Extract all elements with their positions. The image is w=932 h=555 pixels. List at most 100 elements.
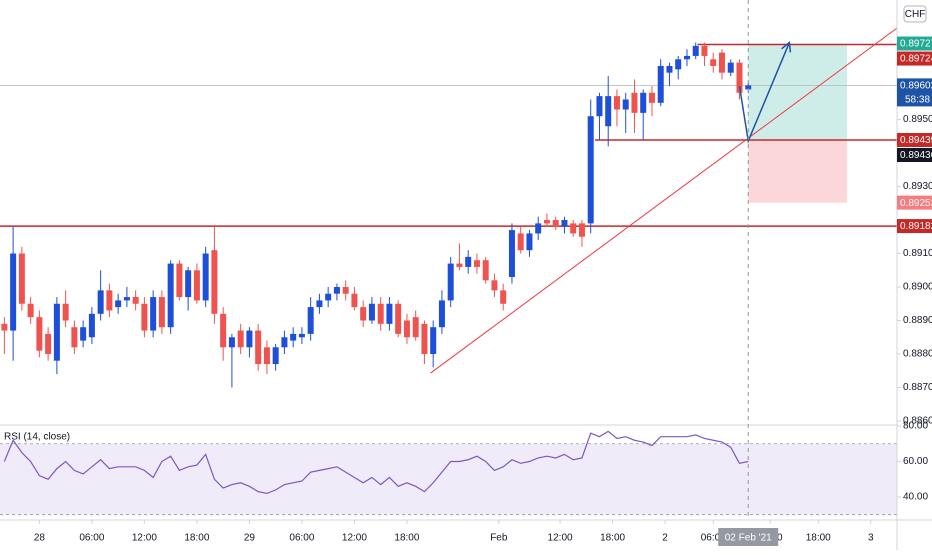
x-tick-label: 3 <box>868 533 874 544</box>
candle-body <box>27 303 34 318</box>
candle-body <box>675 59 682 70</box>
stop-zone <box>748 140 848 203</box>
price-label-box <box>897 51 932 66</box>
price-label: 0.89436 <box>900 150 932 161</box>
currency: CHF <box>905 9 926 20</box>
candle-body <box>246 330 253 348</box>
candle-body <box>150 297 157 331</box>
plot <box>0 27 898 516</box>
candle-body <box>193 270 200 301</box>
candle-body <box>132 297 139 304</box>
x-tick-label: 12:00 <box>342 533 367 544</box>
price-label-box <box>897 132 932 147</box>
rsi-tick-label: 80.00 <box>903 421 928 432</box>
rsi-title: RSI (14, close) <box>4 432 70 443</box>
candle-body <box>745 85 752 90</box>
candle-body <box>263 347 270 365</box>
candle-body <box>158 297 165 328</box>
candle-body <box>141 303 148 331</box>
price-label-box <box>897 219 932 234</box>
price-label-box <box>897 195 932 210</box>
candle-body <box>543 220 550 224</box>
candle-body <box>736 62 743 93</box>
candle-body <box>88 313 95 338</box>
candle-body <box>281 337 288 348</box>
rsi-tick-label: 40.00 <box>903 492 928 503</box>
candle-body <box>412 317 419 338</box>
countdown: 58:38 <box>905 95 930 106</box>
trend-line <box>430 27 898 374</box>
currency-box[interactable] <box>903 5 927 23</box>
arrow-head <box>781 41 792 53</box>
candle-body <box>465 256 472 267</box>
x-tick-label: 2 <box>662 533 668 544</box>
price-label: 0.89439 <box>900 135 932 146</box>
x-tick-label: 18:00 <box>600 533 625 544</box>
arrow <box>738 42 791 144</box>
candle-body <box>517 233 524 251</box>
candle-body <box>438 300 445 328</box>
candle-body <box>325 293 332 301</box>
candle-body <box>290 333 297 341</box>
rsi-band <box>0 443 897 515</box>
candle-body <box>211 250 218 314</box>
candle-body <box>368 303 375 321</box>
x-tick-label: 06:00 <box>701 533 726 544</box>
candle-body <box>360 307 367 321</box>
candle-body <box>508 230 515 277</box>
rsi-tick-label: 60.00 <box>903 456 928 467</box>
candle-body <box>482 260 489 281</box>
candle-body <box>692 45 699 56</box>
x-tick-label: Feb <box>490 533 508 544</box>
candle-body <box>561 220 568 227</box>
candle-body <box>45 333 52 354</box>
candle-body <box>500 290 507 304</box>
x-tick-label: 12:00 <box>548 533 573 544</box>
candle-body <box>648 92 655 103</box>
candle-body <box>710 59 717 66</box>
candle-body <box>622 99 629 110</box>
candle-body <box>456 263 463 267</box>
x-tick-label: 28 <box>34 533 46 544</box>
candle-body <box>666 65 673 73</box>
candle-body <box>298 333 305 338</box>
candle-body <box>115 300 122 308</box>
x-tick-label: 29 <box>244 533 256 544</box>
candle-body <box>526 233 533 251</box>
rsi-line <box>3 430 749 495</box>
candle-body <box>307 307 314 334</box>
candle-body <box>613 96 620 110</box>
candle-body <box>80 327 87 341</box>
candle-body <box>272 347 279 365</box>
candle-body <box>351 293 358 308</box>
candle-body <box>316 300 323 308</box>
candle-body <box>701 45 708 56</box>
candle-body <box>36 317 43 351</box>
y-tick-label: 0.89500 <box>903 114 932 125</box>
candle-body <box>631 92 638 113</box>
candle-body <box>342 287 349 294</box>
candle-body <box>202 253 209 301</box>
candle-body <box>333 287 340 294</box>
candle-body <box>596 96 603 117</box>
candle-body <box>237 330 244 348</box>
price-label: 0.89252 <box>900 198 932 209</box>
target-zone <box>748 43 848 141</box>
price-label: 0.89602 <box>900 81 932 92</box>
candle-body <box>535 223 542 234</box>
candle-body <box>1 323 8 331</box>
candle-body <box>421 323 428 354</box>
x-tick-label: 06:00 <box>79 533 104 544</box>
x-tick-label: 06:00 <box>289 533 314 544</box>
crosshair-label: 02 Feb '21 <box>725 533 772 544</box>
price-label-box <box>897 36 932 51</box>
candle-body <box>228 337 235 348</box>
candle-body <box>683 55 690 60</box>
